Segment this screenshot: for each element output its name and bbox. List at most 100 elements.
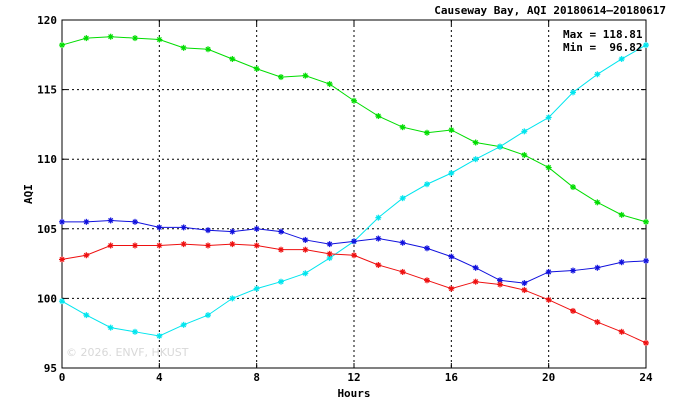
data-point — [83, 35, 90, 42]
data-point — [180, 44, 187, 51]
max-label: Max = — [563, 28, 597, 41]
data-point — [156, 332, 163, 339]
data-point — [448, 285, 455, 292]
y-tick-label: 105 — [37, 223, 57, 236]
data-point — [59, 42, 65, 49]
data-point — [253, 225, 260, 232]
data-point — [399, 195, 406, 202]
data-point — [253, 285, 260, 292]
data-point — [643, 339, 649, 346]
data-point — [399, 239, 406, 246]
data-point — [302, 270, 309, 277]
y-tick-label: 110 — [37, 153, 57, 166]
data-point — [107, 324, 114, 331]
data-point — [59, 298, 65, 305]
data-point — [253, 242, 260, 249]
data-point — [107, 217, 114, 224]
copyright-watermark: © 2026. ENVF, HKUST — [66, 346, 189, 359]
data-point — [278, 278, 284, 285]
data-point — [375, 261, 382, 268]
x-tick-label: 12 — [347, 371, 360, 384]
data-point — [594, 71, 601, 78]
data-point — [180, 224, 187, 231]
data-point — [545, 296, 552, 303]
data-point — [570, 307, 576, 314]
series-4 — [59, 241, 649, 346]
series-line — [61, 36, 647, 223]
x-tick-label: 4 — [156, 371, 163, 384]
data-point — [424, 181, 430, 188]
max-stat: Max = 118.81 — [563, 28, 643, 41]
data-point — [351, 97, 357, 104]
x-tick-label: 0 — [59, 371, 66, 384]
data-point — [229, 55, 236, 62]
data-point — [424, 129, 430, 136]
data-point — [351, 252, 357, 259]
data-point — [594, 264, 601, 271]
data-point — [205, 242, 211, 249]
data-point — [229, 295, 236, 302]
data-point — [326, 81, 333, 88]
data-point — [156, 224, 163, 231]
data-point — [132, 35, 138, 42]
data-point — [545, 114, 552, 121]
data-point — [302, 236, 309, 243]
data-point — [643, 257, 649, 264]
data-point — [594, 199, 601, 206]
data-point — [278, 246, 284, 253]
data-point — [205, 227, 211, 234]
data-point — [59, 218, 65, 225]
data-point — [180, 321, 187, 328]
data-point — [278, 74, 284, 81]
series-layer — [59, 33, 649, 346]
data-point — [59, 256, 65, 263]
data-point — [618, 328, 625, 335]
stats-box: Max = 118.81 Min = 96.82 — [563, 28, 643, 54]
data-point — [302, 246, 309, 253]
data-point — [618, 259, 625, 266]
data-point — [521, 287, 528, 294]
chart-title: Causeway Bay, AQI 20180614–20180617 — [434, 4, 666, 17]
data-point — [448, 253, 455, 260]
data-point — [229, 228, 236, 235]
data-point — [399, 268, 406, 275]
data-point — [375, 235, 382, 242]
data-point — [326, 255, 333, 262]
series-line — [61, 243, 647, 344]
data-point — [497, 281, 503, 288]
data-point — [570, 184, 576, 191]
data-point — [302, 72, 309, 79]
data-point — [399, 124, 406, 131]
data-point — [472, 278, 479, 285]
data-point — [229, 241, 236, 248]
data-point — [132, 218, 138, 225]
data-point — [472, 156, 479, 163]
x-tick-label: 16 — [445, 371, 459, 384]
data-point — [424, 245, 430, 252]
axis-ticks: 0 4 8 12 16 20 24 95 100 105 110 115 120 — [37, 14, 653, 384]
data-point — [618, 55, 625, 62]
data-point — [545, 268, 552, 275]
data-point — [521, 128, 528, 135]
data-point — [594, 319, 601, 326]
grid-lines — [62, 20, 646, 368]
data-point — [472, 139, 479, 146]
data-point — [83, 218, 90, 225]
min-value: 96.82 — [609, 41, 643, 54]
data-point — [424, 277, 430, 284]
y-tick-label: 95 — [44, 362, 57, 375]
data-point — [351, 238, 357, 245]
series-3 — [59, 217, 649, 287]
data-point — [83, 312, 90, 319]
data-point — [180, 241, 187, 248]
data-point — [448, 126, 455, 133]
data-point — [375, 214, 382, 221]
data-point — [278, 228, 284, 235]
data-point — [521, 152, 528, 159]
data-point — [83, 252, 90, 259]
data-point — [156, 242, 163, 249]
data-point — [643, 42, 649, 49]
data-point — [375, 113, 382, 120]
min-stat: Min = 96.82 — [563, 41, 643, 54]
